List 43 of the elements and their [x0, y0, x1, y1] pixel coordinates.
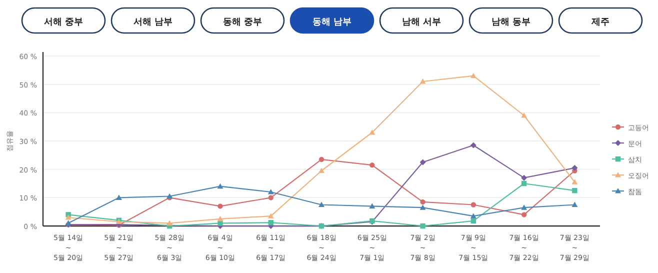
tab: 남해 서부: [379, 7, 464, 34]
point: [218, 204, 223, 209]
point: [318, 156, 324, 162]
point: [572, 202, 578, 208]
tab: 동해 중부: [200, 7, 285, 34]
point: [318, 202, 324, 208]
tab: 남해 동부: [468, 7, 554, 34]
point: [470, 202, 476, 208]
point: [572, 164, 578, 171]
point: [369, 203, 376, 208]
point: [369, 130, 376, 135]
point: [268, 195, 274, 200]
point: [370, 162, 375, 168]
point: [166, 220, 173, 226]
point: [572, 188, 578, 194]
point: [318, 168, 324, 174]
point: [521, 174, 528, 181]
point: [521, 180, 527, 186]
point: [217, 216, 224, 222]
point: [268, 213, 274, 218]
point: [420, 159, 426, 166]
point: [218, 220, 223, 226]
point: [470, 213, 476, 218]
tab: 동해 남부: [290, 7, 374, 34]
point: [470, 142, 476, 148]
point: [268, 220, 274, 226]
point: [217, 183, 224, 189]
tab: 서해 중부: [21, 7, 106, 34]
tab: 서해 남부: [110, 7, 196, 34]
point: [521, 204, 528, 210]
point: [420, 78, 426, 84]
point: [470, 72, 476, 78]
point: [65, 214, 72, 220]
point: [470, 218, 476, 224]
point: [420, 204, 426, 210]
point: [572, 179, 578, 184]
point: [420, 223, 426, 229]
point: [420, 199, 426, 205]
point: [268, 189, 274, 194]
tab: 제주: [558, 7, 643, 34]
point: [521, 112, 528, 118]
point: [116, 194, 122, 200]
point: [521, 212, 527, 218]
